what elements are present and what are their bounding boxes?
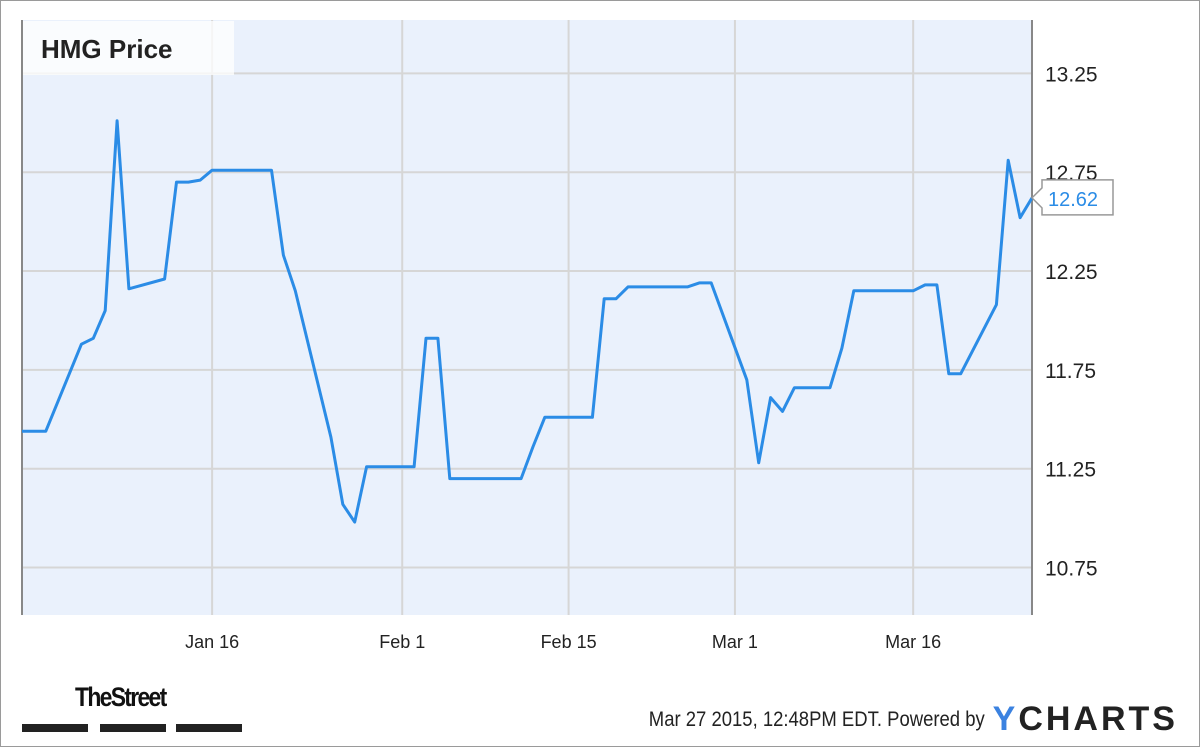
chart-title: HMG Price [41, 34, 173, 64]
logo-bar [100, 724, 166, 732]
plot-area [22, 20, 1032, 615]
y-tick-label: 12.25 [1045, 261, 1098, 284]
x-tick-label: Feb 1 [379, 632, 425, 652]
x-tick-label: Jan 16 [185, 632, 239, 652]
thestreet-logo: TheStreet [22, 682, 244, 734]
last-value-callout [1030, 179, 1114, 216]
x-tick-label: Feb 15 [541, 632, 597, 652]
footer: Mar 27 2015, 12:48PM EDT. Powered by YCH… [603, 700, 1178, 739]
chart-title-box: HMG Price [23, 21, 234, 75]
logo-bar [176, 724, 242, 732]
y-tick-label: 11.75 [1045, 360, 1096, 383]
y-tick-label: 13.25 [1045, 63, 1098, 86]
powered-by-label: Powered by [887, 707, 985, 731]
thestreet-logo-text: TheStreet [75, 682, 167, 712]
ycharts-logo[interactable]: YCHARTS [993, 700, 1178, 739]
ycharts-logo-text: CHARTS [1018, 700, 1178, 738]
ycharts-logo-y: Y [992, 700, 1019, 738]
y-tick-label: 10.75 [1045, 558, 1098, 581]
timestamp: Mar 27 2015, 12:48PM EDT. [648, 707, 882, 731]
logo-bar [22, 724, 88, 732]
x-tick-label: Mar 16 [885, 632, 941, 652]
last-value-label: 12.62 [1048, 189, 1098, 211]
timestamp-powered-by: Mar 27 2015, 12:48PM EDT. Powered by [649, 708, 985, 732]
x-tick-label: Mar 1 [712, 632, 758, 652]
y-tick-label: 11.25 [1045, 459, 1096, 482]
